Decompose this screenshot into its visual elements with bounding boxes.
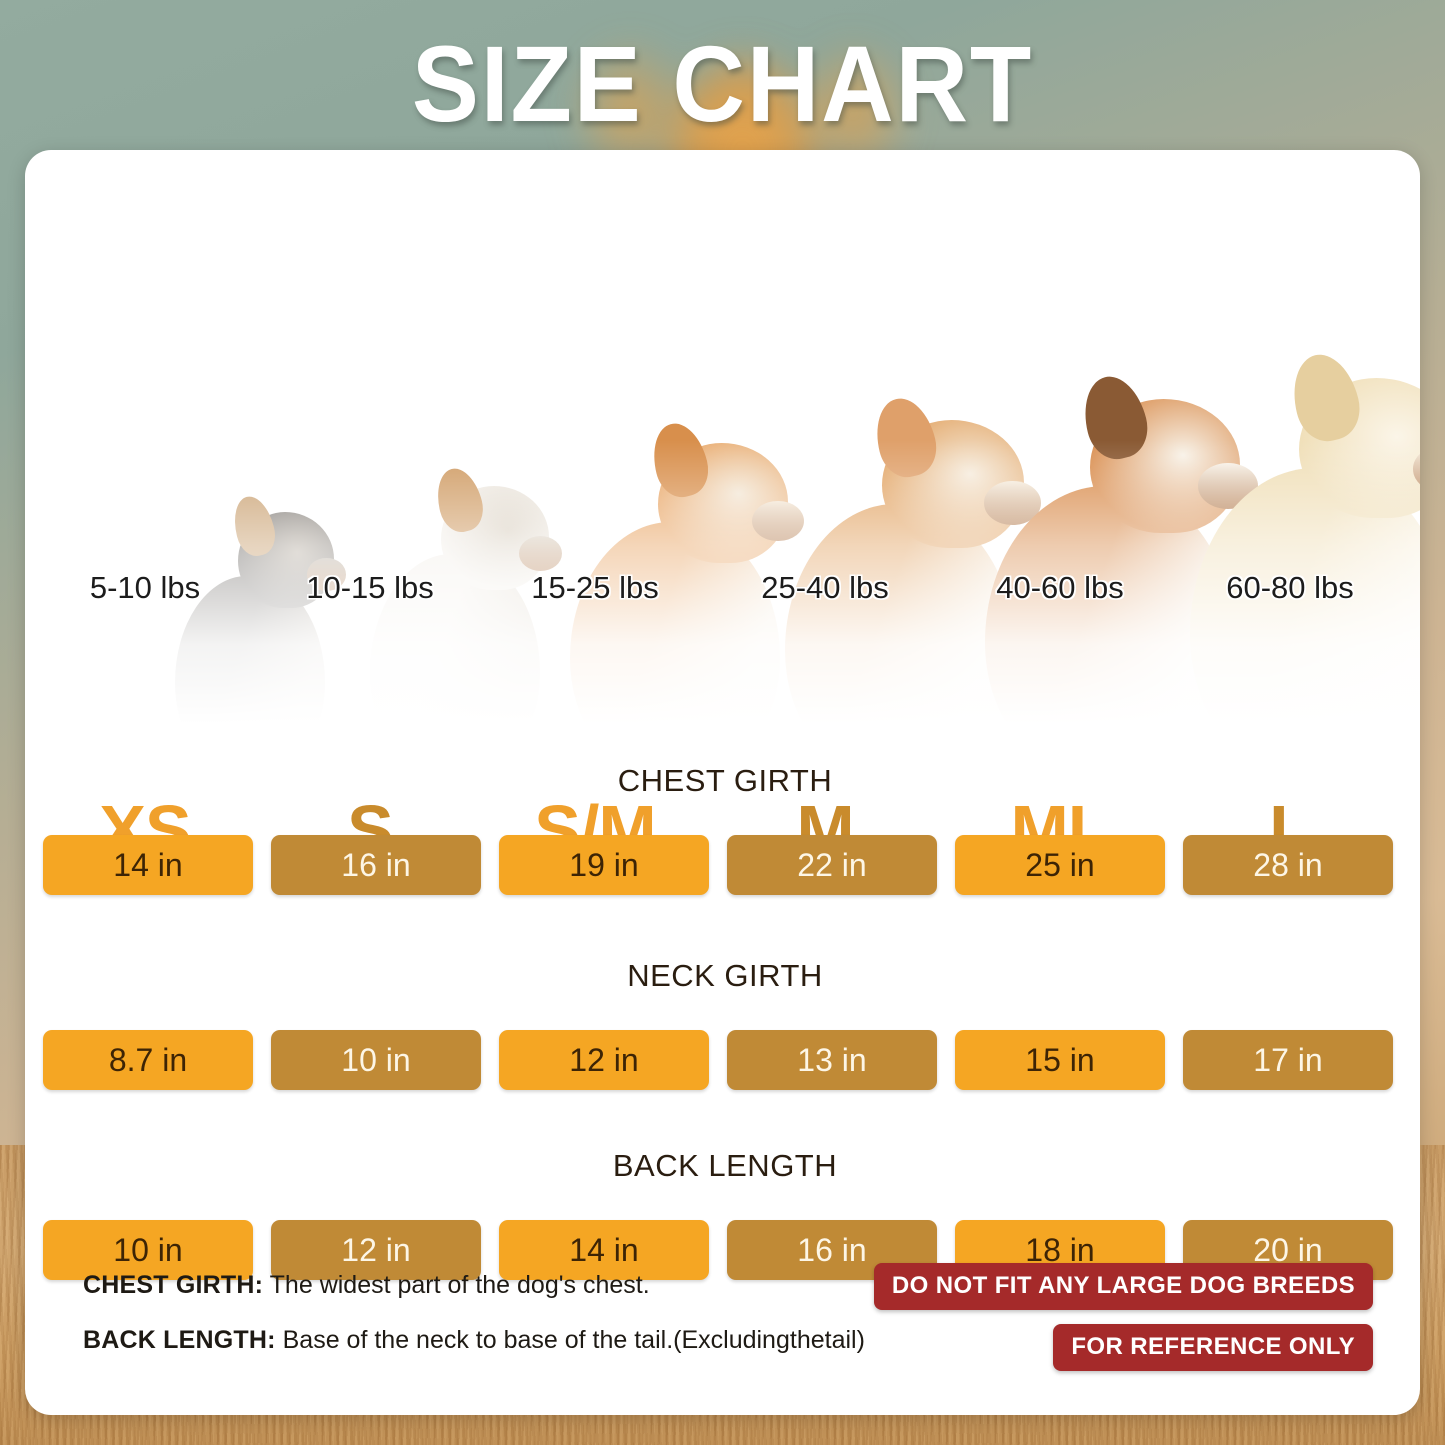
measurement-note-text: The widest part of the dog's chest. [263, 1271, 650, 1299]
measurement-note: CHEST GIRTH: The widest part of the dog'… [83, 1271, 1373, 1300]
measurement-note: BACK LENGTH: Base of the neck to base of… [83, 1326, 1373, 1355]
measurement-cell: 10 in [43, 1220, 253, 1280]
measurement-cell: 22 in [727, 835, 937, 895]
section-header-label: BACK LENGTH [612, 1148, 838, 1183]
size-columns: 5-10 lbsNewBom PuppyHouse CatXS10-15 lbs… [25, 150, 1420, 865]
measurement-note-label: CHEST GIRTH: [83, 1271, 264, 1299]
weight-range-label: 15-25 lbs [531, 570, 659, 605]
measurement-cell: 12 in [271, 1220, 481, 1280]
section-header-label: CHEST GIRTH [617, 763, 833, 798]
warning-badges: DO NOT FIT ANY LARGE DOG BREEDS FOR REFER… [873, 1263, 1373, 1385]
measurement-notes: CHEST GIRTH: The widest part of the dog'… [83, 1271, 1373, 1355]
measurement-cell: 13 in [727, 1030, 937, 1090]
warning-badge: FOR REFERENCE ONLY [1053, 1324, 1373, 1371]
measurement-note-text: Base of the neck to base of the tail.(Ex… [275, 1326, 865, 1354]
measurement-cell: 12 in [499, 1030, 709, 1090]
footer: CHEST GIRTH: The widest part of the dog'… [83, 1263, 1373, 1381]
measurement-cell: 19 in [499, 835, 709, 895]
dog-photo-fade [25, 440, 1420, 770]
measurement-cell: 15 in [955, 1030, 1165, 1090]
measurement-note-label: BACK LENGTH: [83, 1326, 276, 1354]
measurement-cell: 14 in [499, 1220, 709, 1280]
size-chart-card: 5-10 lbsNewBom PuppyHouse CatXS10-15 lbs… [25, 150, 1420, 1415]
measurement-cell: 8.7 in [43, 1030, 253, 1090]
section-header-back-length: BACK LENGTH [495, 1140, 955, 1192]
weight-range-label: 40-60 lbs [996, 570, 1124, 605]
measurement-cell: 17 in [1183, 1030, 1393, 1090]
measurement-cell: 16 in [271, 835, 481, 895]
section-header-label: NECK GIRTH [627, 958, 823, 993]
weight-range-label: 10-15 lbs [306, 570, 434, 605]
dog-photo-band [25, 150, 1420, 770]
weight-range-label: 25-40 lbs [761, 570, 889, 605]
measurement-cell: 14 in [43, 835, 253, 895]
measurement-row-neck-girth: 8.7 in 10 in 12 in 13 in 15 in 17 in [25, 1030, 1420, 1090]
measurement-cell: 28 in [1183, 835, 1393, 895]
measurement-row-chest-girth: 14 in 16 in 19 in 22 in 25 in 28 in [25, 835, 1420, 895]
measurement-row-back-length: 10 in 12 in 14 in 16 in 18 in 20 in [25, 1220, 1420, 1280]
weight-range-label: 60-80 lbs [1226, 570, 1354, 605]
warning-badge: DO NOT FIT ANY LARGE DOG BREEDS [873, 1263, 1373, 1310]
measurement-cell: 10 in [271, 1030, 481, 1090]
section-header-chest-girth: CHEST GIRTH [465, 755, 985, 807]
page-title: SIZE CHART [411, 23, 1034, 144]
weight-range-label: 5-10 lbs [89, 570, 201, 605]
section-header-neck-girth: NECK GIRTH [500, 950, 950, 1002]
measurement-cell: 25 in [955, 835, 1165, 895]
